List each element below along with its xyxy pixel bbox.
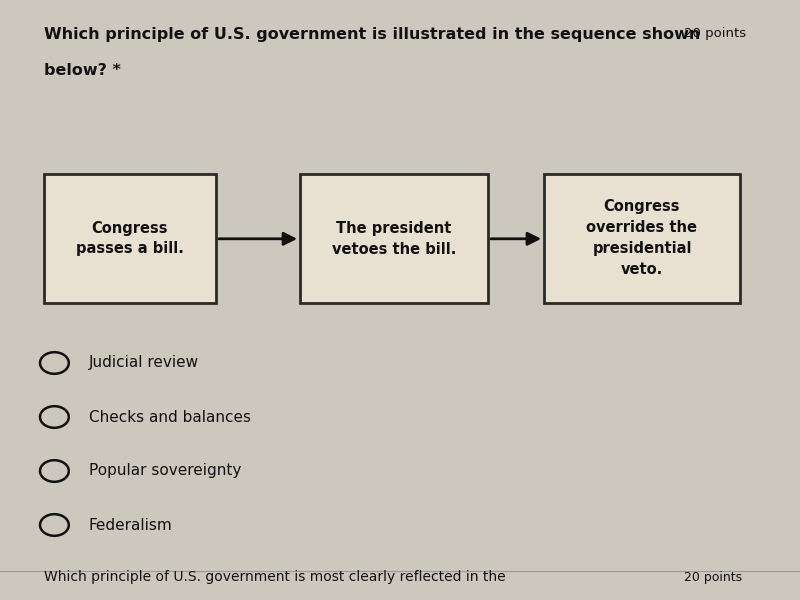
Text: Congress
passes a bill.: Congress passes a bill. bbox=[76, 220, 184, 257]
Text: 20 points: 20 points bbox=[684, 571, 742, 584]
Text: Federalism: Federalism bbox=[89, 517, 173, 533]
Text: Which principle of U.S. government is illustrated in the sequence shown: Which principle of U.S. government is il… bbox=[44, 27, 700, 42]
Text: Checks and balances: Checks and balances bbox=[89, 409, 251, 425]
Text: 20 points: 20 points bbox=[684, 27, 746, 40]
FancyBboxPatch shape bbox=[544, 174, 740, 303]
Text: The president
vetoes the bill.: The president vetoes the bill. bbox=[332, 220, 456, 257]
Text: Popular sovereignty: Popular sovereignty bbox=[89, 463, 241, 479]
Text: below? *: below? * bbox=[44, 63, 121, 78]
Text: Congress
overrides the
presidential
veto.: Congress overrides the presidential veto… bbox=[586, 199, 698, 277]
Text: Judicial review: Judicial review bbox=[89, 355, 199, 370]
FancyBboxPatch shape bbox=[44, 174, 216, 303]
FancyBboxPatch shape bbox=[300, 174, 488, 303]
Text: Which principle of U.S. government is most clearly reflected in the: Which principle of U.S. government is mo… bbox=[44, 570, 506, 584]
